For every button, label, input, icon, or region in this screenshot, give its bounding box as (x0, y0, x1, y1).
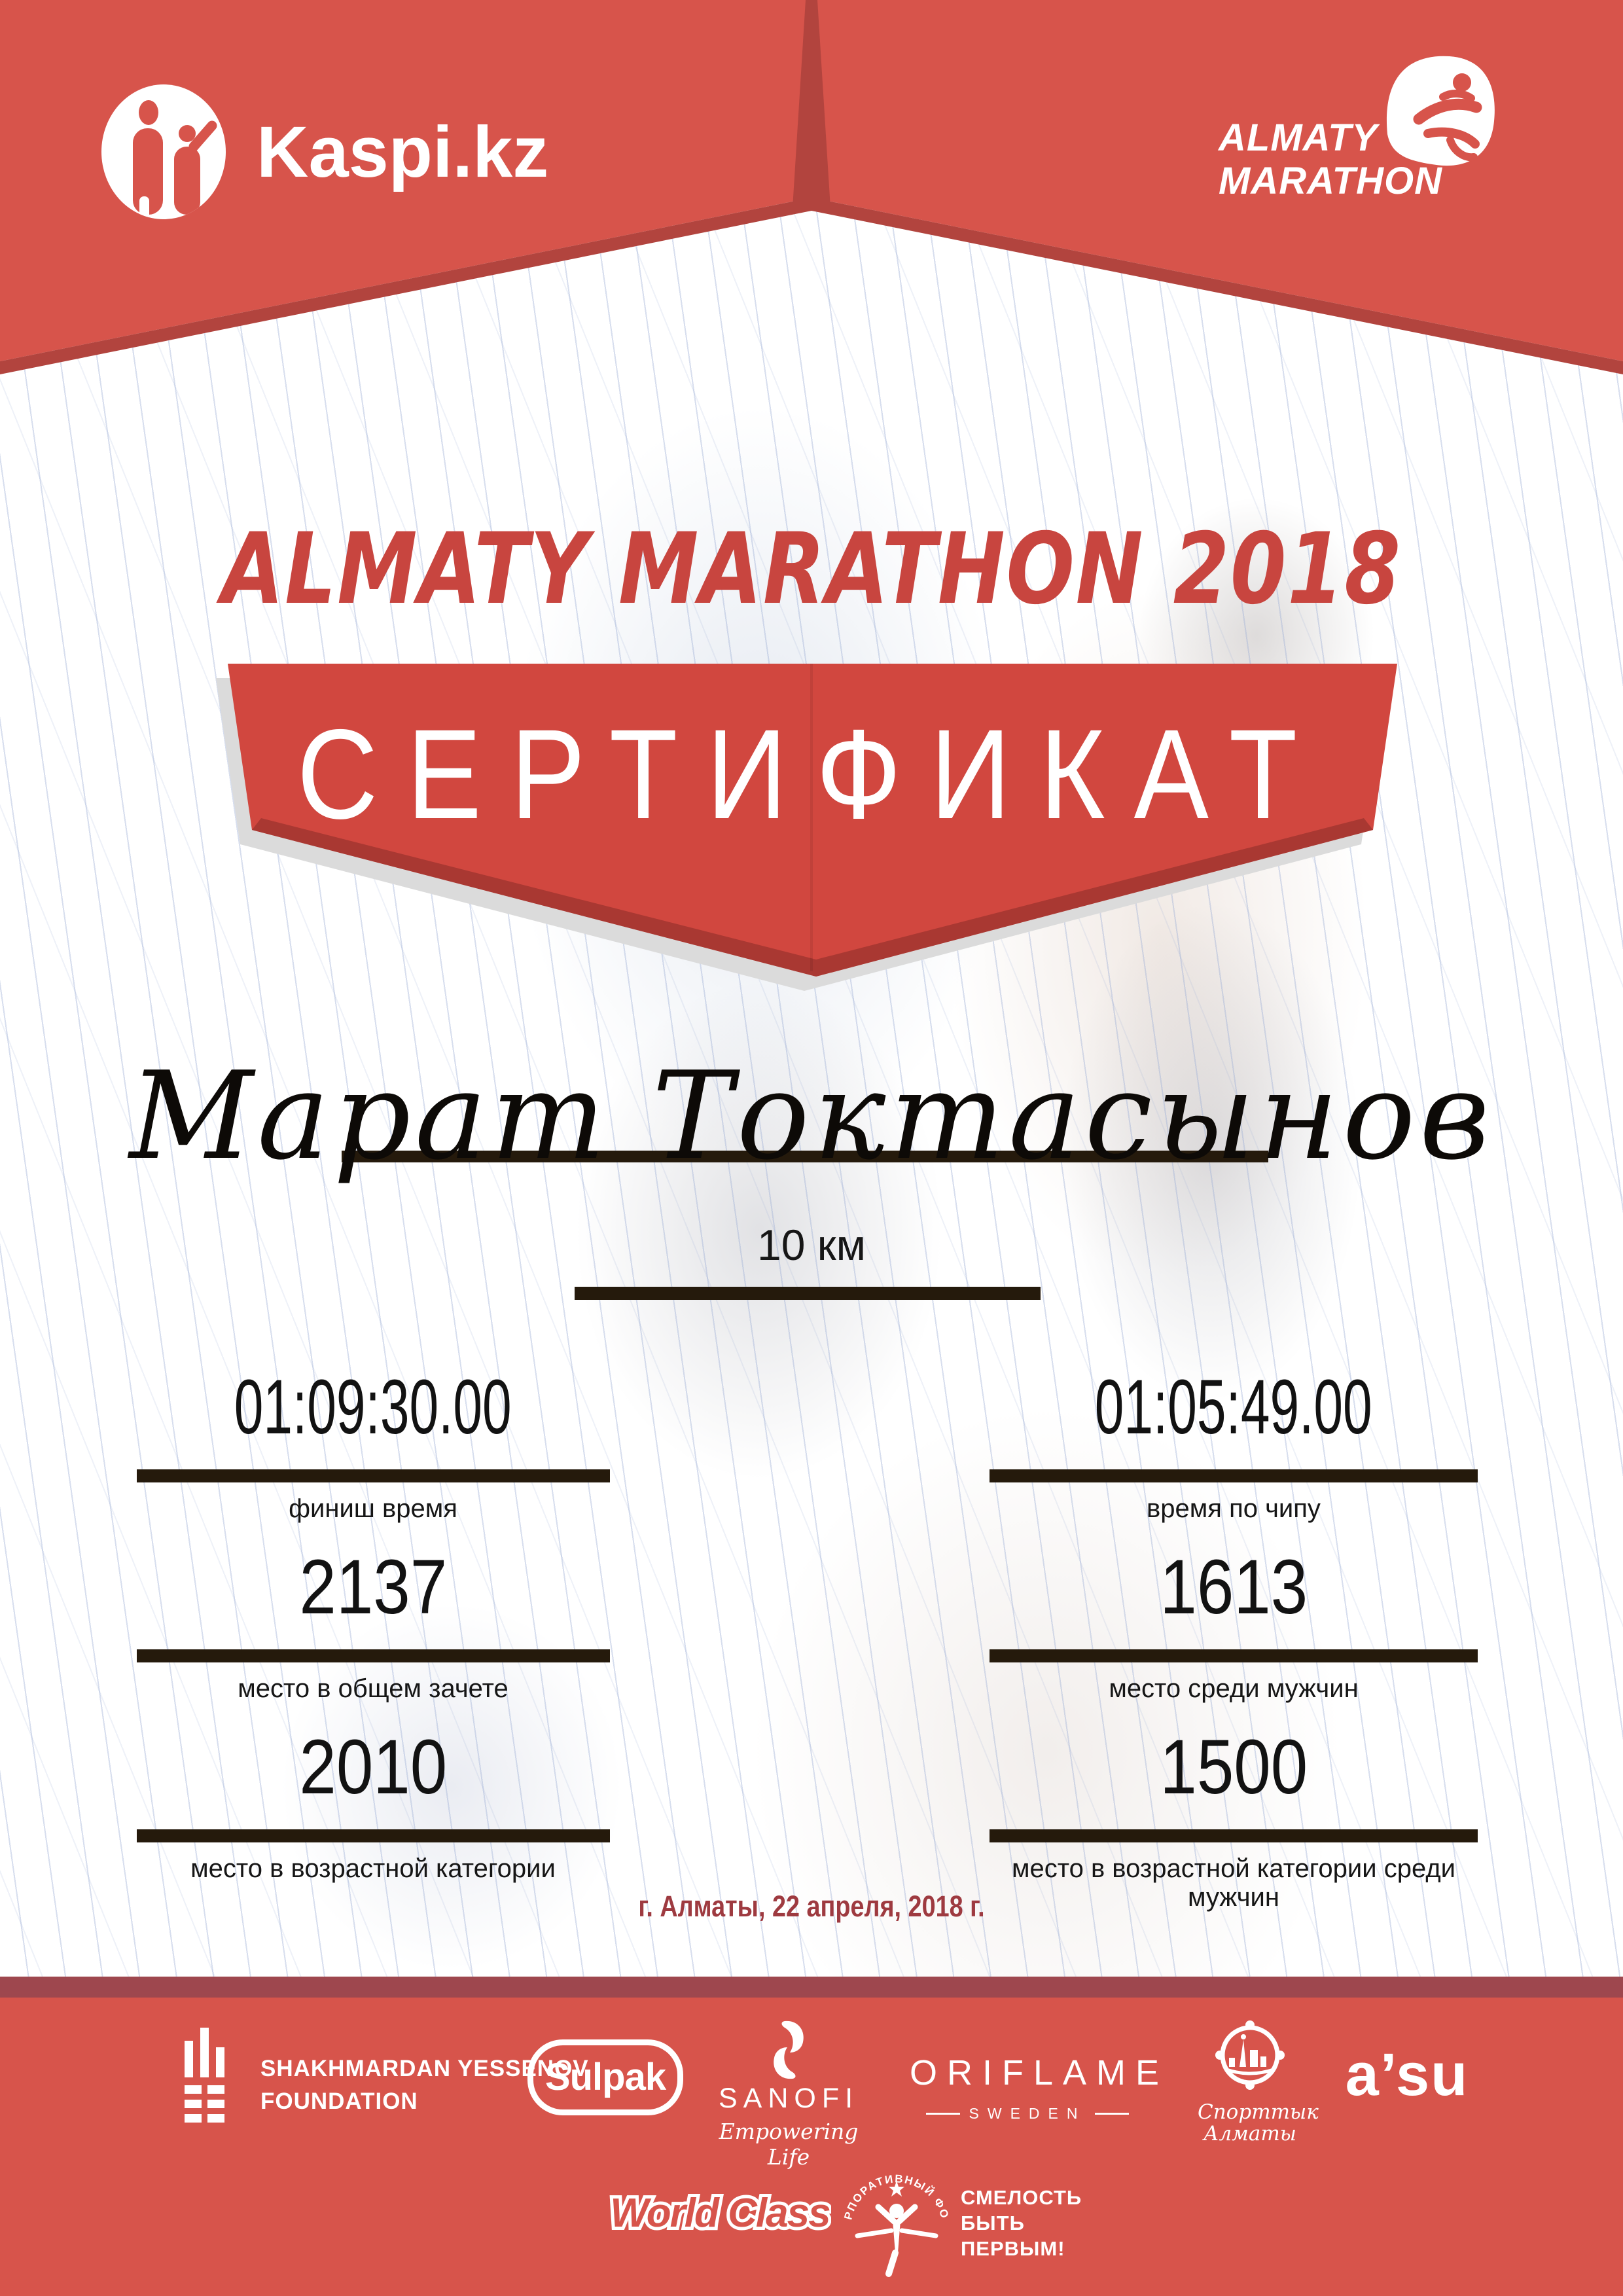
sanofi-tagline: Empowering Life (719, 2119, 859, 2170)
stat-underline (990, 1829, 1478, 1842)
distance-value: 10 км (757, 1221, 866, 1269)
distance-underline (575, 1287, 1041, 1300)
almaty-marathon-badge-icon (1386, 56, 1495, 166)
oriflame-rule-right (1095, 2113, 1130, 2115)
stat-chip-time: 01:05:49.00 время по чипу (972, 1358, 1495, 1523)
event-title: ALMATY MARATHON 2018 (221, 512, 1402, 626)
sporttyk-line1: Спорттык (1198, 2100, 1319, 2124)
kaspi-logo-icon (101, 84, 226, 219)
almaty-marathon-logo-text: ALMATY MARATHON (1219, 117, 1493, 203)
certificate-banner: СЕРТИФИКАТ (216, 664, 1397, 991)
worldclass-logo: World Class (609, 2187, 831, 2239)
faded-photo-shoe (281, 1604, 622, 1970)
almaty-marathon-logo-line1: ALMATY (1219, 117, 1378, 159)
worldclass-text: World Class (610, 2191, 830, 2236)
stat-value: 01:09:30.00 (234, 1364, 512, 1450)
yessenov-line2: FOUNDATION (260, 2089, 418, 2114)
stat-underline (136, 1649, 610, 1662)
sanofi-bird-icon (774, 2020, 804, 2079)
sanofi-name: SANOFI (718, 2083, 859, 2114)
stat-label: место среди мужчин (1109, 1674, 1359, 1703)
oriflame-logo: ORIFLAME SWEDEN (910, 2053, 1169, 2123)
oriflame-sweden: SWEDEN (969, 2105, 1086, 2122)
asu-logo: a’su (1345, 2041, 1469, 2108)
oriflame-rule-left (925, 2113, 960, 2115)
banner-center-seam (810, 664, 813, 971)
sporttyk-line2: Алматы (1203, 2122, 1297, 2145)
faded-photo-man-shorts (576, 982, 942, 1479)
stat-label: место в возрастной категории среди мужчи… (1011, 1854, 1456, 1912)
stat-value: 2137 (299, 1544, 447, 1630)
stat-label: место в общем зачете (238, 1674, 508, 1703)
stat-finish-time: 01:09:30.00 финиш время (111, 1358, 635, 1523)
sporttyk-emblem-icon (1215, 2020, 1285, 2090)
fond-runner-icon (855, 2181, 938, 2277)
event-date: г. Алматы, 22 апреля, 2018 г. (0, 1890, 1623, 1923)
footer-sponsor-band (0, 1998, 1623, 2296)
stat-underline (990, 1469, 1478, 1482)
stat-underline (136, 1469, 610, 1482)
oriflame-sub: SWEDEN (910, 2105, 1145, 2123)
certificate-label: СЕРТИФИКАТ (297, 703, 1327, 846)
kaspi-logo-text: Kaspi.kz (257, 112, 549, 192)
stat-value: 2010 (299, 1724, 447, 1810)
oriflame-name: ORIFLAME (910, 2053, 1169, 2092)
sulpak-logo: Sulpak (527, 2039, 683, 2115)
stat-value: 1500 (1160, 1724, 1308, 1810)
sanofi-logo: SANOFI Empowering Life (713, 2020, 864, 2170)
stat-label: финиш время (289, 1494, 457, 1523)
sporttyk-almaty-logo: Спорттык Алматы (1198, 2017, 1319, 2145)
stat-label: время по чипу (1147, 1494, 1321, 1523)
footer-accent-stripe (0, 1977, 1623, 1998)
stat-overall-place: 2137 место в общем зачете (111, 1538, 635, 1703)
stat-age-category-place: 2010 место в возрастной категории (111, 1718, 635, 1883)
fond-slogan-line1: СМЕЛОСТЬ (961, 2186, 1082, 2209)
stat-label: место в возрастной категории (190, 1854, 556, 1883)
yessenov-foundation-icon (185, 2028, 224, 2123)
stat-place-among-men: 1613 место среди мужчин (972, 1538, 1495, 1703)
name-underline (342, 1151, 1268, 1162)
participant-name: Марат Токтасынов (129, 1045, 1494, 1187)
stat-value: 1613 (1160, 1544, 1308, 1630)
fond-emblem: КОРПОРАТИВНЫЙ ФОНД (838, 2155, 950, 2277)
header-center-seam (793, 0, 830, 208)
fond-slogan-line3: ПЕРВЫМ! (961, 2237, 1065, 2260)
stat-value: 01:05:49.00 (1095, 1364, 1372, 1450)
almaty-marathon-logo-line2: MARATHON (1219, 160, 1442, 202)
stat-underline (990, 1649, 1478, 1662)
header-band (0, 0, 1623, 374)
stat-age-category-place-men: 1500 место в возрастной категории среди … (972, 1718, 1495, 1912)
stat-underline (136, 1829, 610, 1842)
fond-slogan: СМЕЛОСТЬ БЫТЬ ПЕРВЫМ! (961, 2185, 1082, 2261)
fond-slogan-line2: БЫТЬ (961, 2212, 1025, 2234)
event-date-text: г. Алматы, 22 апреля, 2018 г. (638, 1890, 985, 1923)
sporttyk-script-text: Спорттык Алматы (1198, 2100, 1319, 2145)
